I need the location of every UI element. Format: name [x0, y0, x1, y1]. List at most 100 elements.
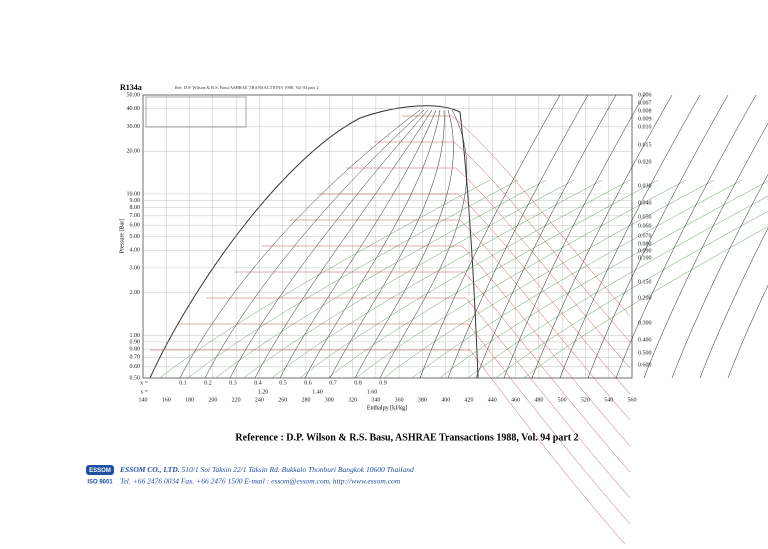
x-tick-label: 340	[371, 397, 380, 403]
contact: Tel. +66 2476 0034 Fax. +66 2476 1500 E-…	[120, 477, 401, 486]
curves	[142, 94, 768, 549]
x-tick-label: 400	[441, 397, 450, 403]
quality-line	[179, 109, 421, 379]
isentrope	[531, 94, 673, 379]
y-tick-label: 2.00	[130, 290, 141, 296]
cert: ISO 9001	[87, 480, 113, 486]
isochore	[383, 179, 715, 379]
x-tick-label: 560	[628, 397, 637, 403]
quality-label: 0.2	[204, 380, 212, 386]
y-tick-label: 0.60	[130, 364, 141, 370]
volume-label: 0.015	[638, 142, 652, 148]
x-tick-label: 520	[581, 397, 590, 403]
saturated-liquid-line	[149, 105, 461, 379]
volume-label: 0.020	[638, 159, 652, 165]
volume-label: 0.100	[638, 255, 652, 261]
isochore	[355, 179, 687, 379]
volume-label: 0.150	[638, 279, 652, 285]
isochore	[243, 179, 575, 379]
x-tick-label: 420	[465, 397, 474, 403]
isentrope	[559, 94, 701, 379]
x-tick-label: 500	[558, 397, 567, 403]
isentrope	[587, 94, 729, 379]
x-tick-label: 540	[604, 397, 613, 403]
volume-label: 0.007	[638, 100, 652, 106]
isochore	[439, 180, 768, 379]
chart-title: R134a	[120, 83, 142, 92]
x-tick-label: 280	[302, 397, 311, 403]
isochore	[215, 179, 547, 379]
x-tick-label: 200	[208, 397, 217, 403]
volume-label: 0.006	[638, 92, 652, 98]
y-tick-label: 4.00	[130, 248, 141, 254]
x-tick-label: 460	[511, 397, 520, 403]
quality-line	[329, 109, 445, 379]
isotherm	[346, 167, 631, 369]
y-tick-label: 40.00	[127, 106, 141, 112]
volume-label: 0.300	[638, 320, 652, 326]
y-tick-label: 0.80	[130, 346, 141, 352]
volume-label: 0.400	[638, 337, 652, 343]
isentrope	[699, 227, 768, 379]
y-tick-label: 50.00	[127, 92, 141, 98]
y-tick-label: 0.70	[130, 355, 141, 361]
isotherm	[234, 271, 631, 473]
y-tick-label: 20.00	[127, 149, 141, 155]
quality-line	[229, 109, 429, 379]
volume-label: 0.009	[638, 116, 652, 122]
isentrope	[475, 94, 617, 379]
quality-line	[204, 109, 425, 379]
x-tick-label: 360	[395, 397, 404, 403]
y-tick-label: 9.00	[130, 198, 141, 204]
company-line: ESSOM CO., LTD. 510/1 Soi Taksin 22/1 Ta…	[119, 465, 414, 474]
volume-label: 0.060	[638, 223, 652, 229]
x-tick-label: 300	[325, 397, 334, 403]
isentrope	[671, 173, 768, 379]
isotherm	[206, 297, 631, 499]
isotherm	[178, 323, 631, 525]
entropy-label: 1.60	[367, 389, 378, 395]
x-tick-label: 160	[162, 397, 171, 403]
y-tick-label: 0.50	[130, 375, 141, 381]
isentrope	[727, 284, 768, 379]
x-tick-label: 260	[278, 397, 287, 403]
x-tick-label: 180	[185, 397, 194, 403]
isentrope	[615, 94, 757, 379]
isotherm	[402, 115, 631, 317]
company: ESSOM CO., LTD.	[119, 465, 180, 474]
x-tick-label: 380	[418, 397, 427, 403]
entropy-label: 1.20	[258, 389, 269, 395]
y-tick-label: 5.00	[130, 234, 141, 240]
quality-line	[254, 109, 433, 379]
volume-label: 0.500	[638, 350, 652, 356]
y-tick-label: 0.90	[130, 339, 141, 345]
isotherm	[290, 219, 631, 421]
x-tick-label: 480	[534, 397, 543, 403]
y-tick-label: 30.00	[127, 124, 141, 130]
volume-label: 0.010	[638, 124, 652, 130]
isochore	[159, 179, 491, 379]
isochore	[187, 179, 519, 379]
quality-label: 0.6	[304, 380, 312, 386]
quality-label: 0.9	[379, 380, 387, 386]
y-tick-label: 3.00	[130, 265, 141, 271]
volume-label: 0.090	[638, 248, 652, 254]
x-tick-label: 440	[488, 397, 497, 403]
quality-label: 0.3	[229, 380, 237, 386]
y-tick-label: 7.00	[130, 213, 141, 219]
y-tick-label: 6.00	[130, 223, 141, 229]
y-tick-label: 10.00	[127, 191, 141, 197]
isentrope	[503, 94, 645, 379]
saturated-vapor-line	[459, 111, 479, 379]
quality-line	[279, 109, 437, 379]
quality-label: 0.8	[354, 380, 362, 386]
isochore	[271, 179, 603, 379]
isotherm	[150, 349, 630, 549]
volume-label: 0.600	[638, 362, 652, 368]
isochore	[467, 195, 768, 379]
x-axis-label: Enthalpy [kJ/kg]	[367, 405, 407, 411]
quality-label: 0.7	[329, 380, 337, 386]
isotherm	[318, 193, 631, 395]
logo: ESSOM	[89, 468, 111, 474]
